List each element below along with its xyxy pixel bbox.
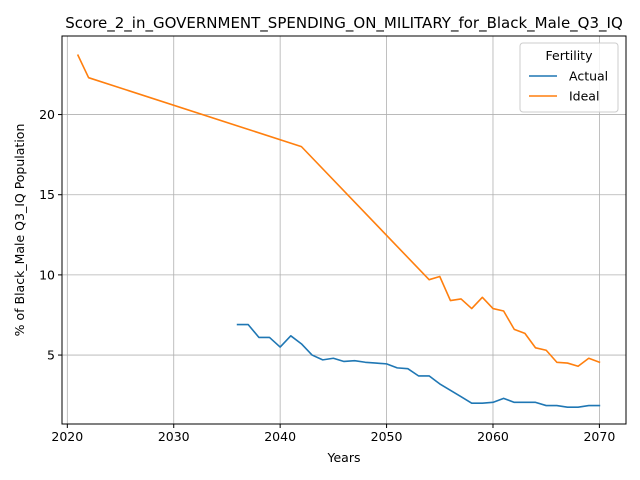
legend-entries: Actual Ideal xyxy=(529,69,608,104)
plot-frame xyxy=(61,35,627,425)
legend: Fertility Actual Ideal xyxy=(519,42,619,113)
legend-box xyxy=(519,42,619,113)
y-axis-ticks: 5 10 15 20 xyxy=(39,107,62,363)
legend-label-actual: Actual xyxy=(569,69,608,84)
legend-title: Fertility xyxy=(546,48,594,63)
x-tick-label: 2040 xyxy=(264,429,296,444)
y-tick-label: 15 xyxy=(39,187,55,202)
x-tick-label: 2050 xyxy=(371,429,403,444)
series-lines xyxy=(76,54,601,408)
series-line-actual xyxy=(236,323,601,408)
series-line-ideal xyxy=(76,54,601,368)
legend-label-ideal: Ideal xyxy=(569,89,599,104)
x-axis-ticks: 2020 2030 2040 2050 2060 2070 xyxy=(51,424,615,444)
y-tick-label: 5 xyxy=(47,348,55,363)
grid xyxy=(62,36,626,424)
x-tick-label: 2020 xyxy=(51,429,83,444)
y-tick-label: 10 xyxy=(39,267,55,282)
x-tick-label: 2030 xyxy=(158,429,190,444)
y-tick-label: 20 xyxy=(39,107,55,122)
x-tick-label: 2070 xyxy=(583,429,615,444)
x-tick-label: 2060 xyxy=(477,429,509,444)
y-axis-label: % of Black_Male Q3_IQ Population xyxy=(12,124,27,337)
chart-title: Score_2_in_GOVERNMENT_SPENDING_ON_MILITA… xyxy=(65,14,623,33)
x-axis-label: Years xyxy=(327,450,361,465)
